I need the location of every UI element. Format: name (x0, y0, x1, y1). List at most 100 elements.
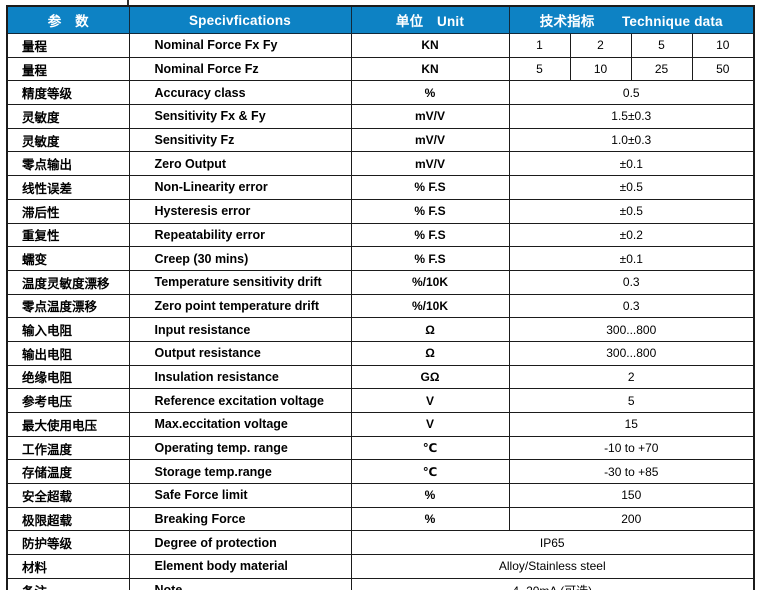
param-cell: 零点输出 (6, 151, 130, 177)
value-cell: ±0.1 (508, 151, 755, 177)
table-row: 灵敏度 Sensitivity Fz mV/V 1.0±0.3 (6, 127, 755, 153)
param-cell: 温度灵敏度漂移 (6, 269, 130, 295)
spec-cell: Operating temp. range (128, 435, 352, 461)
unit-cell: mV/V (350, 104, 510, 129)
unit-cell: GΩ (350, 364, 510, 390)
spec-cell: Element body material (128, 554, 352, 579)
table-row: 灵敏度 Sensitivity Fx & Fy mV/V 1.5±0.3 (6, 104, 755, 129)
param-cell: 灵敏度 (6, 127, 130, 153)
unit-cell: % (350, 80, 510, 106)
param-cell: 精度等级 (6, 80, 130, 106)
unit-cell: % F.S (350, 198, 510, 224)
table-row: 线性误差 Non-Linearity error % F.S ±0.5 (6, 175, 755, 200)
table-row: 温度灵敏度漂移 Temperature sensitivity drift %/… (6, 269, 755, 295)
spec-cell: Safe Force limit (128, 483, 352, 508)
specifications-table: 参 数 Specivfications 单位 Unit 技术指标 Techniq… (6, 5, 756, 590)
spec-cell: Temperature sensitivity drift (128, 269, 352, 295)
table-row: 精度等级 Accuracy class % 0.5 (6, 80, 755, 106)
param-cell: 输出电阻 (6, 340, 130, 366)
param-cell: 量程 (6, 56, 130, 82)
unit-cell: % (350, 483, 510, 508)
spec-cell: Zero point temperature drift (128, 293, 352, 319)
unit-cell: Ω (350, 340, 510, 366)
value-cell: 10 (569, 56, 632, 82)
unit-cell: % F.S (350, 246, 510, 271)
spec-cell: Creep (30 mins) (128, 246, 352, 271)
value-cell: 15 (508, 412, 755, 437)
param-cell: 材料 (6, 554, 130, 579)
unit-cell: % F.S (350, 175, 510, 200)
param-cell: 备注 (6, 577, 130, 590)
param-cell: 量程 (6, 33, 130, 58)
spec-cell: Accuracy class (128, 80, 352, 106)
table-row: 蠕变 Creep (30 mins) % F.S ±0.1 (6, 246, 755, 271)
value-cell: 300...800 (508, 340, 755, 366)
param-cell: 绝缘电阻 (6, 364, 130, 390)
param-cell: 防护等级 (6, 530, 130, 556)
param-cell: 蠕变 (6, 246, 130, 271)
value-cell: 25 (630, 56, 693, 82)
param-cell: 输入电阻 (6, 317, 130, 342)
table-row: 重复性 Repeatability error % F.S ±0.2 (6, 222, 755, 248)
param-cell: 零点温度漂移 (6, 293, 130, 319)
value-cell: 2 (508, 364, 755, 390)
table-row: 输出电阻 Output resistance Ω 300...800 (6, 340, 755, 366)
value-cell: 0.3 (508, 293, 755, 319)
table-row: 材料 Element body material Alloy/Stainless… (6, 554, 755, 579)
unit-cell: KN (350, 56, 510, 82)
header-unit: 单位 Unit (350, 5, 510, 34)
spec-cell: Non-Linearity error (128, 175, 352, 200)
table-row: 量程 Nominal Force Fx Fy KN 1 2 5 10 (6, 33, 755, 58)
param-cell: 存储温度 (6, 459, 130, 485)
param-cell: 重复性 (6, 222, 130, 248)
unit-cell: mV/V (350, 151, 510, 177)
spec-cell: Breaking Force (128, 506, 352, 532)
spec-cell: Input resistance (128, 317, 352, 342)
unit-cell: % (350, 506, 510, 532)
value-cell: 5 (508, 388, 755, 413)
table-row: 防护等级 Degree of protection IP65 (6, 530, 755, 556)
param-cell: 线性误差 (6, 175, 130, 200)
value-cell: ±0.1 (508, 246, 755, 271)
unit-cell: % F.S (350, 222, 510, 248)
value-cell: ±0.2 (508, 222, 755, 248)
value-cell: -10 to +70 (508, 435, 755, 461)
spec-cell: Insulation resistance (128, 364, 352, 390)
spec-cell: Nominal Force Fx Fy (128, 33, 352, 58)
merged-value-cell: Alloy/Stainless steel (350, 554, 755, 579)
table-row: 参考电压 Reference excitation voltage V 5 (6, 388, 755, 413)
value-cell: -30 to +85 (508, 459, 755, 485)
value-cell: 150 (508, 483, 755, 508)
spec-cell: Storage temp.range (128, 459, 352, 485)
value-cell: 1.0±0.3 (508, 127, 755, 153)
spec-cell: Zero Output (128, 151, 352, 177)
spec-cell: Nominal Force Fz (128, 56, 352, 82)
value-cell: 200 (508, 506, 755, 532)
unit-cell: %/10K (350, 293, 510, 319)
unit-cell: Ω (350, 317, 510, 342)
value-cell: 2 (569, 33, 632, 58)
unit-cell: ℃ (350, 459, 510, 485)
table-row: 工作温度 Operating temp. range ℃ -10 to +70 (6, 435, 755, 461)
spec-cell: Degree of protection (128, 530, 352, 556)
param-cell: 灵敏度 (6, 104, 130, 129)
spec-cell: Max.eccitation voltage (128, 412, 352, 437)
param-cell: 极限超载 (6, 506, 130, 532)
param-cell: 参考电压 (6, 388, 130, 413)
table-row: 存储温度 Storage temp.range ℃ -30 to +85 (6, 459, 755, 485)
table-row: 最大使用电压 Max.eccitation voltage V 15 (6, 412, 755, 437)
value-cell: ±0.5 (508, 198, 755, 224)
value-cell: 10 (691, 33, 755, 58)
header-tech-data: 技术指标 Technique data (508, 5, 755, 34)
merged-value-cell: 4~20mA (可选) (350, 577, 755, 590)
table-row: 零点输出 Zero Output mV/V ±0.1 (6, 151, 755, 177)
table-row: 零点温度漂移 Zero point temperature drift %/10… (6, 293, 755, 319)
table-row: 安全超载 Safe Force limit % 150 (6, 483, 755, 508)
param-cell: 滞后性 (6, 198, 130, 224)
value-cell: 5 (508, 56, 571, 82)
param-cell: 最大使用电压 (6, 412, 130, 437)
spec-cell: Note (128, 577, 352, 590)
spec-cell: Reference excitation voltage (128, 388, 352, 413)
value-cell: 1.5±0.3 (508, 104, 755, 129)
